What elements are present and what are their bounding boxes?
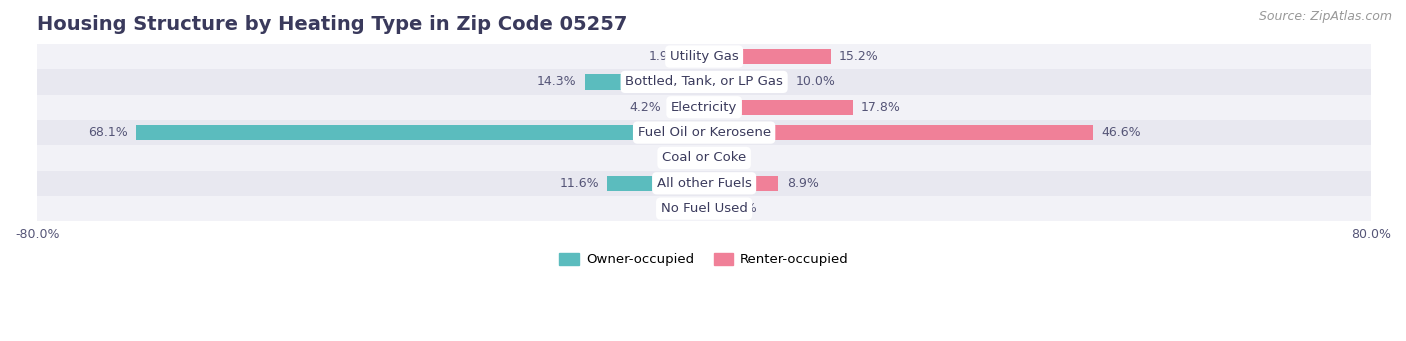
Bar [704, 201, 717, 216]
Text: 15.2%: 15.2% [839, 50, 879, 63]
Bar [704, 125, 1092, 140]
Text: 14.3%: 14.3% [537, 75, 576, 88]
Bar [37, 69, 1371, 94]
Bar [37, 196, 1371, 221]
Bar [704, 100, 852, 115]
Bar [37, 44, 1371, 69]
Bar [136, 125, 704, 140]
Text: 68.1%: 68.1% [89, 126, 128, 139]
Bar [704, 74, 787, 89]
Text: 17.8%: 17.8% [860, 101, 901, 114]
Bar [37, 145, 1371, 170]
Bar [585, 74, 704, 89]
Text: 0.0%: 0.0% [713, 151, 744, 164]
Bar [37, 170, 1371, 196]
Text: Housing Structure by Heating Type in Zip Code 05257: Housing Structure by Heating Type in Zip… [37, 15, 627, 34]
Bar [669, 100, 704, 115]
Text: No Fuel Used: No Fuel Used [661, 202, 748, 215]
Text: Electricity: Electricity [671, 101, 737, 114]
Text: 1.9%: 1.9% [648, 50, 681, 63]
Text: 0.0%: 0.0% [664, 151, 696, 164]
Text: Bottled, Tank, or LP Gas: Bottled, Tank, or LP Gas [626, 75, 783, 88]
Text: 1.6%: 1.6% [725, 202, 758, 215]
Bar [607, 176, 704, 191]
Bar [37, 120, 1371, 145]
Bar [704, 176, 779, 191]
Text: Coal or Coke: Coal or Coke [662, 151, 747, 164]
Bar [704, 49, 831, 64]
Text: Fuel Oil or Kerosene: Fuel Oil or Kerosene [637, 126, 770, 139]
Legend: Owner-occupied, Renter-occupied: Owner-occupied, Renter-occupied [554, 248, 853, 271]
Bar [689, 49, 704, 64]
Text: Source: ZipAtlas.com: Source: ZipAtlas.com [1258, 10, 1392, 23]
Text: 0.0%: 0.0% [664, 202, 696, 215]
Text: 8.9%: 8.9% [786, 177, 818, 190]
Text: 4.2%: 4.2% [628, 101, 661, 114]
Text: All other Fuels: All other Fuels [657, 177, 752, 190]
Text: 11.6%: 11.6% [560, 177, 599, 190]
Text: Utility Gas: Utility Gas [669, 50, 738, 63]
Text: 10.0%: 10.0% [796, 75, 835, 88]
Bar [37, 94, 1371, 120]
Text: 46.6%: 46.6% [1101, 126, 1140, 139]
